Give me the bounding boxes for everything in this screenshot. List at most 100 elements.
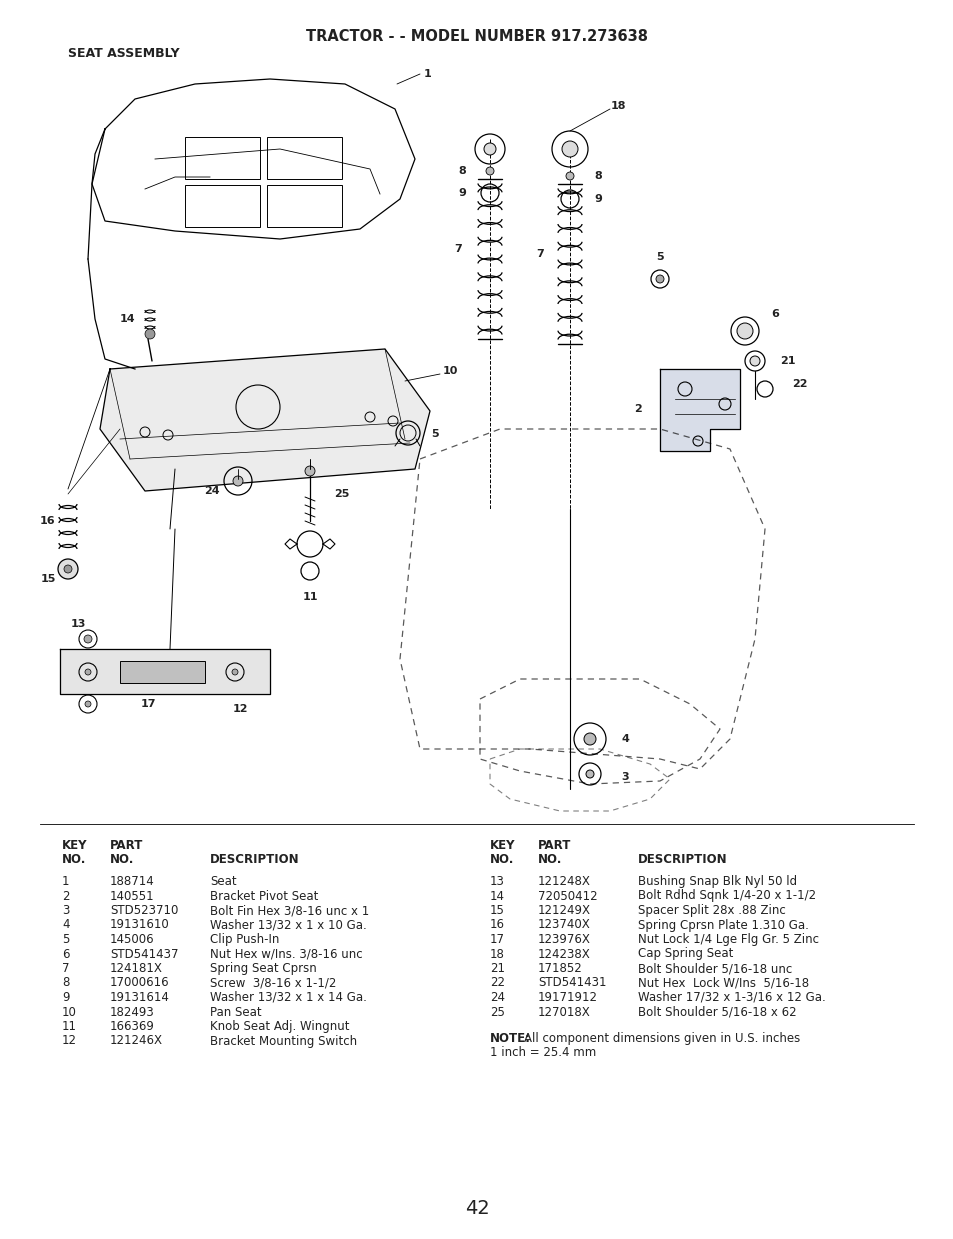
Text: 145006: 145006: [110, 933, 154, 947]
Text: Spacer Split 28x .88 Zinc: Spacer Split 28x .88 Zinc: [638, 904, 785, 917]
Text: 21: 21: [780, 356, 795, 366]
Text: STD541437: STD541437: [110, 948, 178, 960]
Text: 24: 24: [204, 486, 219, 496]
Circle shape: [85, 701, 91, 707]
Text: 18: 18: [490, 948, 504, 960]
Text: Spring Cprsn Plate 1.310 Ga.: Spring Cprsn Plate 1.310 Ga.: [638, 918, 808, 932]
Circle shape: [232, 669, 237, 675]
Text: 1 inch = 25.4 mm: 1 inch = 25.4 mm: [490, 1046, 596, 1059]
Text: 171852: 171852: [537, 961, 582, 975]
Circle shape: [483, 142, 496, 155]
Text: 121248X: 121248X: [537, 875, 590, 888]
Text: 15: 15: [40, 574, 55, 584]
Polygon shape: [60, 649, 270, 694]
Text: 166369: 166369: [110, 1020, 154, 1033]
Circle shape: [737, 323, 752, 339]
Text: 15: 15: [490, 904, 504, 917]
Text: 8: 8: [594, 171, 601, 181]
Text: 188714: 188714: [110, 875, 154, 888]
Text: Bracket Pivot Seat: Bracket Pivot Seat: [210, 890, 318, 902]
Text: KEY: KEY: [490, 839, 515, 852]
Text: 121246X: 121246X: [110, 1035, 163, 1047]
Text: 124238X: 124238X: [537, 948, 590, 960]
Text: 19171912: 19171912: [537, 991, 598, 1004]
Circle shape: [85, 669, 91, 675]
Text: Washer 13/32 x 1 x 14 Ga.: Washer 13/32 x 1 x 14 Ga.: [210, 991, 367, 1004]
Text: Bolt Shoulder 5/16-18 x 62: Bolt Shoulder 5/16-18 x 62: [638, 1006, 796, 1018]
Polygon shape: [100, 349, 430, 491]
Bar: [267, 185, 341, 227]
Text: 19131610: 19131610: [110, 918, 170, 932]
Text: Bushing Snap Blk Nyl 50 ld: Bushing Snap Blk Nyl 50 ld: [638, 875, 797, 888]
Text: Knob Seat Adj. Wingnut: Knob Seat Adj. Wingnut: [210, 1020, 349, 1033]
Text: NO.: NO.: [110, 852, 134, 866]
Text: Bolt Fin Hex 3/8-16 unc x 1: Bolt Fin Hex 3/8-16 unc x 1: [210, 904, 369, 917]
Text: 127018X: 127018X: [537, 1006, 590, 1018]
Text: 124181X: 124181X: [110, 961, 163, 975]
Text: 11: 11: [62, 1020, 77, 1033]
Text: NO.: NO.: [62, 852, 87, 866]
Text: 7: 7: [62, 961, 70, 975]
Text: PART: PART: [110, 839, 143, 852]
Text: 8: 8: [62, 976, 70, 990]
Text: KEY: KEY: [62, 839, 88, 852]
Text: 6: 6: [62, 948, 70, 960]
Text: 11: 11: [302, 592, 317, 602]
Circle shape: [585, 769, 594, 778]
Text: 42: 42: [464, 1199, 489, 1218]
Circle shape: [58, 559, 78, 579]
Text: 3: 3: [620, 772, 628, 782]
Text: Bracket Mounting Switch: Bracket Mounting Switch: [210, 1035, 356, 1047]
Circle shape: [565, 172, 574, 180]
Text: DESCRIPTION: DESCRIPTION: [638, 852, 727, 866]
Bar: [120, 660, 205, 683]
Text: NOTE:: NOTE:: [490, 1032, 531, 1044]
Text: STD541431: STD541431: [537, 976, 606, 990]
Text: 121249X: 121249X: [537, 904, 590, 917]
Text: NO.: NO.: [490, 852, 514, 866]
Text: Spring Seat Cprsn: Spring Seat Cprsn: [210, 961, 316, 975]
Text: 22: 22: [490, 976, 504, 990]
Text: 4: 4: [62, 918, 70, 932]
Text: Seat: Seat: [210, 875, 236, 888]
Text: Nut Hex w/Ins. 3/8-16 unc: Nut Hex w/Ins. 3/8-16 unc: [210, 948, 362, 960]
Text: Cap Spring Seat: Cap Spring Seat: [638, 948, 733, 960]
Circle shape: [656, 275, 663, 282]
Text: 8: 8: [457, 166, 465, 176]
Text: 12: 12: [62, 1035, 77, 1047]
Text: 1: 1: [424, 69, 432, 79]
Text: 3: 3: [62, 904, 70, 917]
Text: Screw  3/8-16 x 1-1/2: Screw 3/8-16 x 1-1/2: [210, 976, 336, 990]
Text: 182493: 182493: [110, 1006, 154, 1018]
Text: 5: 5: [431, 429, 438, 439]
Text: 123740X: 123740X: [537, 918, 590, 932]
Text: 19131614: 19131614: [110, 991, 170, 1004]
Text: 21: 21: [490, 961, 504, 975]
Text: TRACTOR - - MODEL NUMBER 917.273638: TRACTOR - - MODEL NUMBER 917.273638: [306, 28, 647, 45]
Text: 9: 9: [457, 188, 465, 198]
Polygon shape: [659, 369, 740, 451]
Text: 24: 24: [490, 991, 504, 1004]
Text: 9: 9: [62, 991, 70, 1004]
Text: Bolt Rdhd Sqnk 1/4-20 x 1-1/2: Bolt Rdhd Sqnk 1/4-20 x 1-1/2: [638, 890, 815, 902]
Circle shape: [305, 466, 314, 476]
Circle shape: [84, 636, 91, 643]
Text: 7: 7: [536, 249, 543, 259]
Text: SEAT ASSEMBLY: SEAT ASSEMBLY: [68, 47, 179, 59]
Text: 123976X: 123976X: [537, 933, 590, 947]
Text: 2: 2: [62, 890, 70, 902]
Bar: [185, 185, 260, 227]
Circle shape: [561, 141, 578, 157]
Text: Washer 13/32 x 1 x 10 Ga.: Washer 13/32 x 1 x 10 Ga.: [210, 918, 366, 932]
Text: NO.: NO.: [537, 852, 561, 866]
Circle shape: [64, 565, 71, 572]
Text: 2: 2: [634, 404, 641, 414]
Text: All component dimensions given in U.S. inches: All component dimensions given in U.S. i…: [523, 1032, 800, 1044]
Text: 10: 10: [442, 366, 457, 375]
Text: 1: 1: [62, 875, 70, 888]
Text: 18: 18: [610, 102, 625, 112]
Circle shape: [485, 167, 494, 175]
Text: Pan Seat: Pan Seat: [210, 1006, 261, 1018]
Text: 13: 13: [490, 875, 504, 888]
Bar: [267, 138, 341, 178]
